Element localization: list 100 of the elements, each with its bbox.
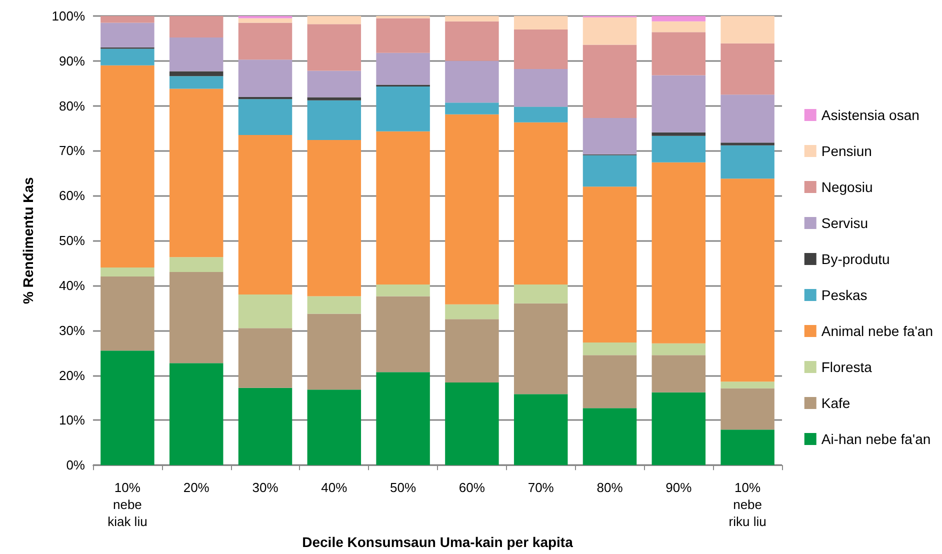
bar	[238, 388, 292, 466]
y-tick-label: 40%	[58, 278, 86, 293]
bar	[169, 16, 224, 38]
y-axis-title: % Rendimentu Kas	[20, 176, 36, 304]
bar	[307, 390, 362, 466]
bar	[720, 43, 774, 95]
bar	[652, 343, 706, 356]
bar	[169, 257, 224, 272]
bar	[307, 97, 362, 100]
bar	[582, 342, 637, 356]
bar	[514, 284, 568, 304]
bar	[720, 382, 774, 388]
bar	[720, 388, 774, 430]
bar	[169, 71, 224, 76]
legend-label: Floresta	[821, 359, 872, 375]
bar	[445, 21, 499, 61]
x-tick-label: 50%	[390, 480, 416, 496]
bar	[652, 136, 706, 162]
y-tick-label: 50%	[58, 233, 86, 248]
bar	[582, 17, 637, 45]
x-tick-label: 10% nebe riku liu	[728, 480, 766, 530]
bar	[582, 118, 637, 154]
bar	[652, 162, 706, 344]
bar	[720, 94, 774, 143]
bar	[720, 16, 774, 44]
bar	[238, 135, 292, 294]
x-tick-label: 10% nebe kiak liu	[108, 480, 148, 530]
bar	[307, 100, 362, 140]
bar	[652, 32, 706, 76]
bar	[100, 65, 154, 268]
bar	[376, 52, 430, 85]
bar	[652, 355, 706, 392]
bar	[238, 60, 292, 97]
bar	[445, 60, 499, 103]
bar	[100, 22, 154, 48]
bar	[100, 350, 154, 466]
bar	[169, 88, 224, 258]
bar	[376, 18, 430, 53]
bar	[376, 86, 430, 132]
bar	[376, 372, 430, 466]
bar	[720, 145, 774, 179]
bar	[582, 186, 637, 342]
x-tick-label: 30%	[252, 480, 279, 496]
bar	[307, 70, 362, 98]
bar	[445, 382, 499, 466]
bar	[652, 392, 706, 466]
bar	[652, 16, 706, 22]
bar	[514, 106, 568, 122]
x-tick-label: 90%	[666, 480, 692, 496]
x-tick-label: 60%	[458, 480, 486, 496]
bar	[514, 29, 568, 69]
x-tick-label: 80%	[596, 480, 624, 496]
bar	[169, 76, 224, 89]
y-tick-label: 100%	[52, 8, 86, 24]
bar	[720, 142, 774, 146]
bar	[238, 18, 292, 23]
bar	[582, 355, 637, 408]
y-tick-label: 0%	[66, 458, 86, 473]
bar	[100, 16, 154, 23]
bar	[100, 48, 154, 66]
legend-label: Pensiun	[821, 143, 872, 159]
legend-label: Asistensia osan	[821, 107, 920, 123]
legend-label: Animal nebe fa'an	[821, 323, 934, 339]
bar	[582, 155, 637, 187]
y-tick-label: 30%	[58, 322, 86, 338]
bar	[445, 304, 499, 320]
x-tick-label: 20%	[183, 480, 210, 496]
bar	[307, 296, 362, 314]
legend-label: Peskas	[821, 287, 868, 303]
x-axis-title: Decile Konsumsaun Uma-kain per kapita	[302, 534, 574, 550]
bar	[720, 178, 774, 382]
y-tick-label: 60%	[58, 188, 86, 204]
bar	[100, 267, 154, 276]
bar	[376, 131, 430, 285]
bar	[652, 21, 706, 32]
bar	[169, 272, 224, 364]
bar	[445, 16, 499, 22]
bar	[307, 16, 362, 24]
bar	[652, 132, 706, 136]
bar	[238, 22, 292, 60]
bar	[514, 68, 568, 107]
bar	[514, 303, 568, 394]
bar	[652, 75, 706, 132]
x-tick-label: 40%	[321, 480, 348, 496]
legend-label: Kafe	[821, 395, 850, 411]
legend-label: Servisu	[821, 215, 868, 231]
bar	[445, 319, 499, 382]
x-tick-label: 70%	[528, 480, 554, 496]
bar	[238, 328, 292, 388]
bar	[720, 430, 774, 466]
bar	[445, 114, 499, 304]
y-tick-label: 90%	[58, 53, 86, 68]
bar	[307, 140, 362, 296]
bar	[169, 38, 224, 72]
bar	[582, 408, 637, 466]
y-tick-label: 80%	[58, 98, 86, 114]
legend-label: By-produtu	[821, 251, 890, 267]
bar	[238, 294, 292, 328]
bar	[514, 394, 568, 466]
legend-label: Negosiu	[821, 179, 873, 195]
